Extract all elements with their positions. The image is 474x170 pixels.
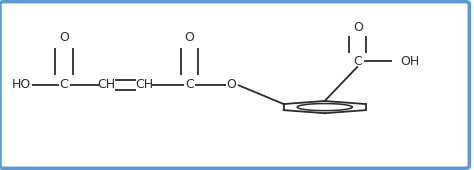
Text: O: O [59,31,69,44]
Text: O: O [227,79,236,91]
Text: C: C [60,79,68,91]
Text: HO: HO [12,79,31,91]
FancyBboxPatch shape [0,2,469,168]
Text: C: C [354,55,362,68]
Text: O: O [353,21,363,34]
Text: C: C [185,79,194,91]
Text: O: O [185,31,194,44]
Text: OH: OH [401,55,420,68]
Text: CH: CH [98,79,116,91]
Text: CH: CH [136,79,154,91]
